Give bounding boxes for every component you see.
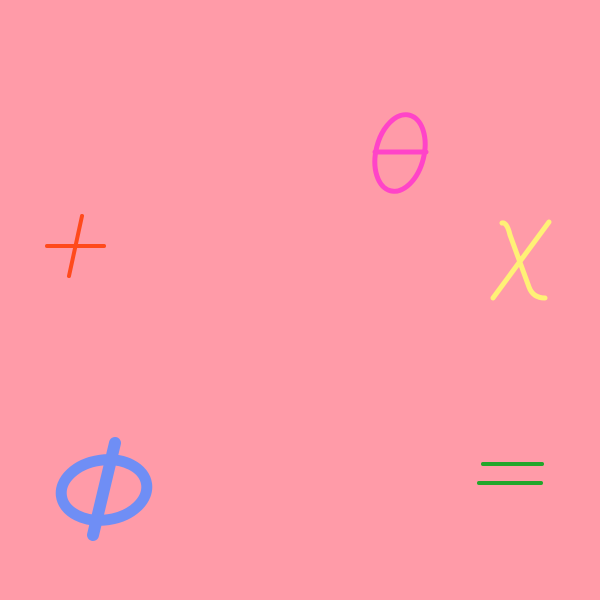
chi-symbol [490,219,552,301]
theta-symbol [372,112,429,194]
plus-symbol [45,214,106,278]
equals-symbol [477,462,544,485]
phi-symbol [55,437,153,541]
